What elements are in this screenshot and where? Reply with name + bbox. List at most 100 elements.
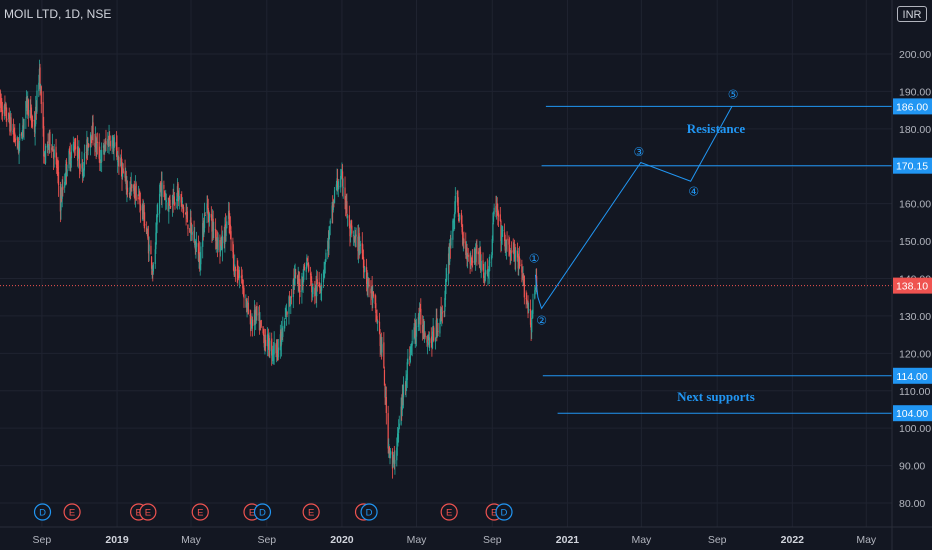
candle-body — [51, 147, 53, 151]
candle-body — [49, 131, 51, 146]
candle-body — [237, 275, 240, 279]
candle-body — [478, 251, 480, 255]
candle-body — [213, 229, 215, 231]
candle-body — [404, 383, 407, 385]
candle-body — [135, 183, 137, 201]
candle-body — [191, 232, 193, 235]
candle-body — [418, 318, 420, 320]
candle-body — [293, 275, 296, 285]
candle-body — [126, 187, 129, 193]
candle-body — [30, 107, 32, 109]
candle-body — [354, 234, 357, 239]
candle-body — [351, 225, 353, 234]
candle-body — [247, 302, 249, 315]
candle-body — [379, 334, 381, 347]
candle-body — [134, 195, 136, 197]
candle-body — [242, 279, 244, 289]
candle-body — [48, 131, 50, 143]
candle-body — [357, 234, 360, 253]
candle-body — [441, 309, 443, 318]
candle-body — [316, 281, 318, 297]
candle-body — [500, 220, 502, 241]
candle-body — [462, 239, 464, 244]
candle-body — [489, 261, 491, 263]
candle-body — [282, 325, 284, 337]
candle-body — [120, 156, 122, 169]
candle-body — [344, 187, 346, 200]
candle-body — [342, 186, 344, 188]
candle-body — [276, 339, 278, 356]
candle-body — [8, 112, 10, 122]
candle-body — [13, 133, 15, 136]
candle-body — [189, 228, 191, 233]
candle-body — [238, 275, 240, 277]
candle-body — [39, 67, 41, 90]
candle-body — [423, 321, 425, 336]
symbol-title[interactable]: MOIL LTD, 1D, NSE — [4, 7, 112, 21]
candle-body — [47, 141, 49, 147]
candle-body — [397, 433, 399, 439]
candle-body — [117, 158, 119, 160]
candle-body — [427, 336, 429, 340]
candle-body — [173, 194, 175, 204]
currency-label[interactable]: INR — [897, 6, 927, 22]
candle-body — [447, 253, 450, 275]
candle-body — [528, 309, 530, 311]
candle-body — [423, 330, 426, 338]
candle-body — [465, 244, 468, 258]
candle-body — [264, 339, 267, 347]
candle-body — [505, 240, 508, 250]
candle-body — [338, 186, 340, 188]
next-supports-label: Next supports — [677, 389, 755, 404]
candle-body — [207, 208, 209, 215]
candle-body — [212, 218, 214, 232]
candle-body — [165, 199, 167, 201]
earnings-marker — [302, 503, 320, 521]
candle-body — [492, 215, 495, 222]
candle-body — [77, 146, 79, 161]
wave-label-5: ⑤ — [728, 87, 739, 101]
candle-body — [14, 132, 16, 139]
candle-body — [197, 243, 199, 261]
candle-body — [470, 257, 472, 259]
candle-body — [147, 233, 149, 239]
candle-body — [210, 213, 212, 218]
candle-body — [122, 168, 124, 174]
candle-body — [380, 339, 382, 346]
candle-body — [407, 358, 409, 365]
candle-body — [53, 152, 55, 159]
candle-body — [215, 228, 217, 241]
candle-body — [398, 423, 400, 430]
candle-body — [406, 378, 408, 381]
candle-body — [124, 171, 126, 178]
candle-body — [530, 323, 532, 331]
candle-body — [301, 276, 303, 292]
x-tick-label: Sep — [483, 534, 502, 546]
event-markers: DEEEEEDEEDEED — [33, 503, 513, 521]
candle-body — [85, 152, 87, 153]
candle-body — [284, 321, 286, 329]
candle-body — [512, 250, 514, 253]
price-label: 138.10 — [896, 281, 928, 293]
candle-body — [12, 128, 15, 135]
candle-body — [245, 299, 247, 301]
x-tick-label: Sep — [257, 534, 276, 546]
candle-body — [219, 246, 222, 252]
candle-body — [322, 271, 325, 283]
candle-body — [203, 227, 205, 235]
candle-body — [523, 275, 525, 298]
candle-body — [422, 323, 424, 331]
candle-body — [440, 307, 442, 319]
candle-body — [99, 159, 102, 162]
candle-body — [370, 287, 373, 291]
candle-body — [459, 214, 461, 220]
candle-body — [208, 211, 210, 223]
candle-body — [499, 214, 501, 222]
candle-body — [362, 256, 365, 268]
candle-body — [160, 181, 162, 186]
candle-body — [319, 288, 321, 291]
x-tick-label: 2019 — [105, 534, 129, 546]
candle-body — [17, 139, 19, 148]
